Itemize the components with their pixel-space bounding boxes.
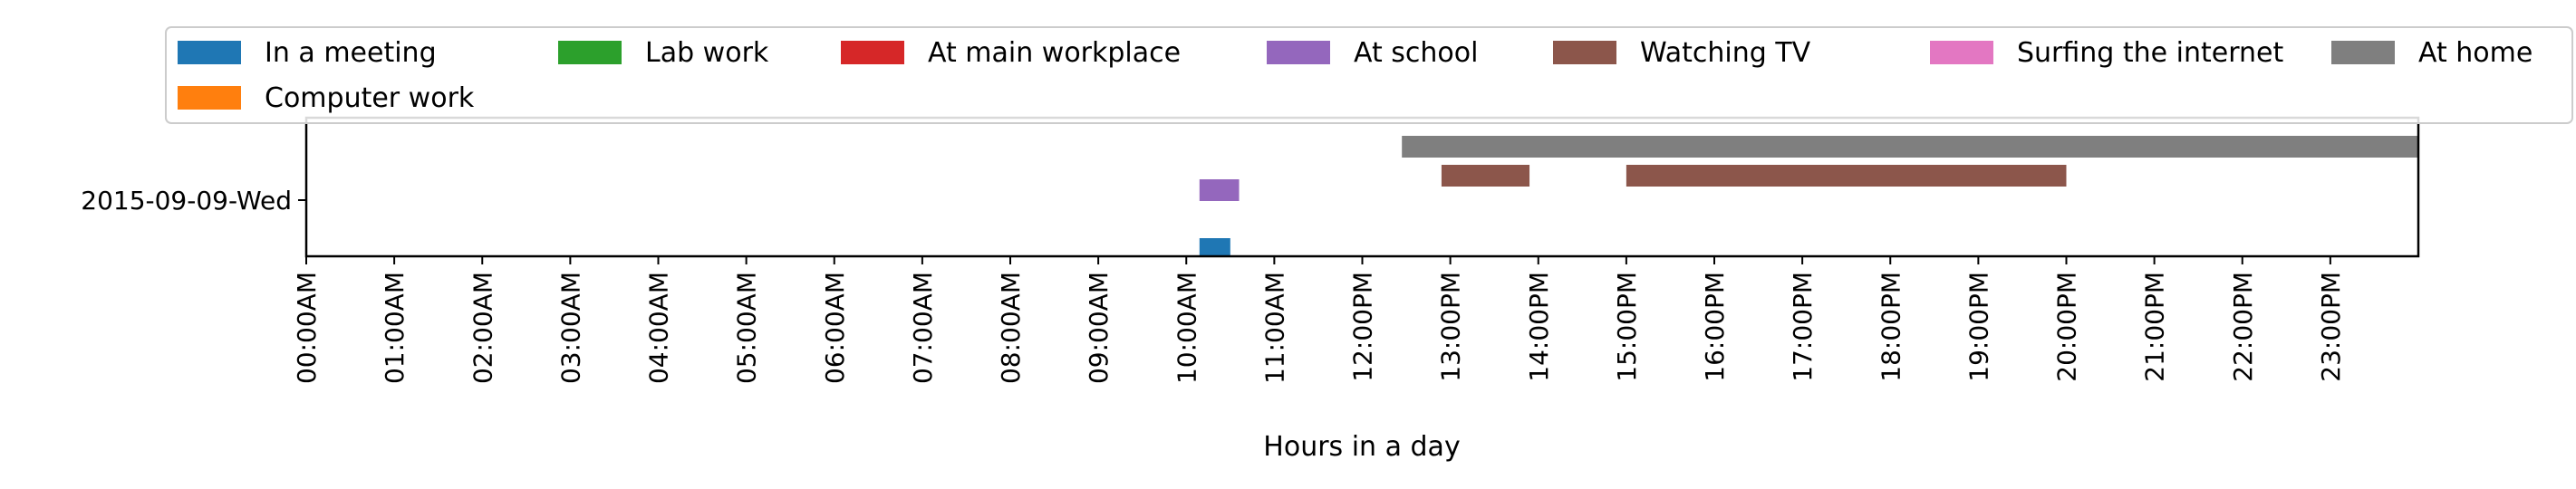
x-tick-label: 06:00AM (820, 272, 850, 384)
bar-at-home-0 (1402, 136, 2418, 158)
y-axis-ticks: 2015-09-09-Wed (81, 186, 306, 216)
x-tick-label: 08:00AM (996, 272, 1026, 384)
x-tick-label: 15:00PM (1612, 272, 1642, 382)
x-tick-label: 09:00AM (1084, 272, 1114, 384)
x-tick-label: 04:00AM (644, 272, 674, 384)
legend-swatch (1930, 41, 1993, 64)
x-tick-label: 22:00PM (2228, 272, 2258, 382)
legend-label: Watching TV (1640, 37, 1811, 69)
legend-label: Computer work (265, 82, 475, 114)
x-tick-label: 20:00PM (2052, 272, 2082, 382)
legend-entry: At main workplace (841, 37, 1181, 69)
x-tick-label: 11:00AM (1259, 272, 1289, 384)
legend-entry: Watching TV (1553, 37, 1811, 69)
x-tick-label: 23:00PM (2316, 272, 2346, 382)
x-axis-ticks: 00:00AM 01:00AM 02:00AM 03:00AM 04:00AM 05:00… (292, 256, 2346, 384)
x-tick-label: 01:00AM (380, 272, 410, 384)
legend-label: At main workplace (928, 37, 1181, 69)
legend-label: Surfing the internet (2017, 37, 2283, 69)
legend-label: In a meeting (265, 37, 437, 69)
legend-swatch (1553, 41, 1616, 64)
x-tick-label: 19:00PM (1963, 272, 1993, 382)
x-tick-label: 12:00PM (1348, 272, 1378, 382)
x-tick-label: 16:00PM (1700, 272, 1730, 382)
legend-entry: Computer work (178, 82, 475, 114)
x-tick-label: 07:00AM (908, 272, 938, 384)
x-tick-label: 00:00AM (292, 272, 322, 384)
legend-entry: Lab work (558, 37, 769, 69)
legend-entry: In a meeting (178, 37, 437, 69)
legend-swatch (558, 41, 622, 64)
x-tick-label: 05:00AM (732, 272, 762, 384)
legend: In a meeting Lab work At main workplace At … (165, 26, 2573, 124)
bars-layer (1199, 136, 2418, 256)
legend-entry: At home (2331, 37, 2533, 69)
x-tick-label: 17:00PM (1788, 272, 1818, 382)
x-tick-label: 13:00PM (1436, 272, 1466, 382)
legend-entry: At school (1267, 37, 1478, 69)
legend-swatch (2331, 41, 2395, 64)
x-tick-label: 10:00AM (1172, 272, 1201, 384)
x-tick-label: 14:00PM (1524, 272, 1554, 382)
x-tick-label: 18:00PM (1876, 272, 1905, 382)
bar-watching-tv-1 (1626, 165, 2067, 187)
legend-entry: Surfing the internet (1930, 37, 2283, 69)
x-axis-label: Hours in a day (1263, 431, 1460, 463)
legend-label: At school (1354, 37, 1478, 69)
legend-label: At home (2418, 37, 2533, 69)
legend-swatch (1267, 41, 1330, 64)
legend-swatch (841, 41, 904, 64)
legend-swatch (178, 86, 241, 110)
legend-label: Lab work (645, 37, 769, 69)
bar-at-school-0 (1199, 179, 1240, 201)
bar-watching-tv-0 (1441, 165, 1530, 187)
x-tick-label: 21:00PM (2140, 272, 2170, 382)
x-tick-label: 03:00AM (555, 272, 585, 384)
legend-swatch (178, 41, 241, 64)
y-tick-label: 2015-09-09-Wed (81, 186, 292, 216)
bar-in-a-meeting-0 (1199, 238, 1230, 256)
x-tick-label: 02:00AM (468, 272, 497, 384)
